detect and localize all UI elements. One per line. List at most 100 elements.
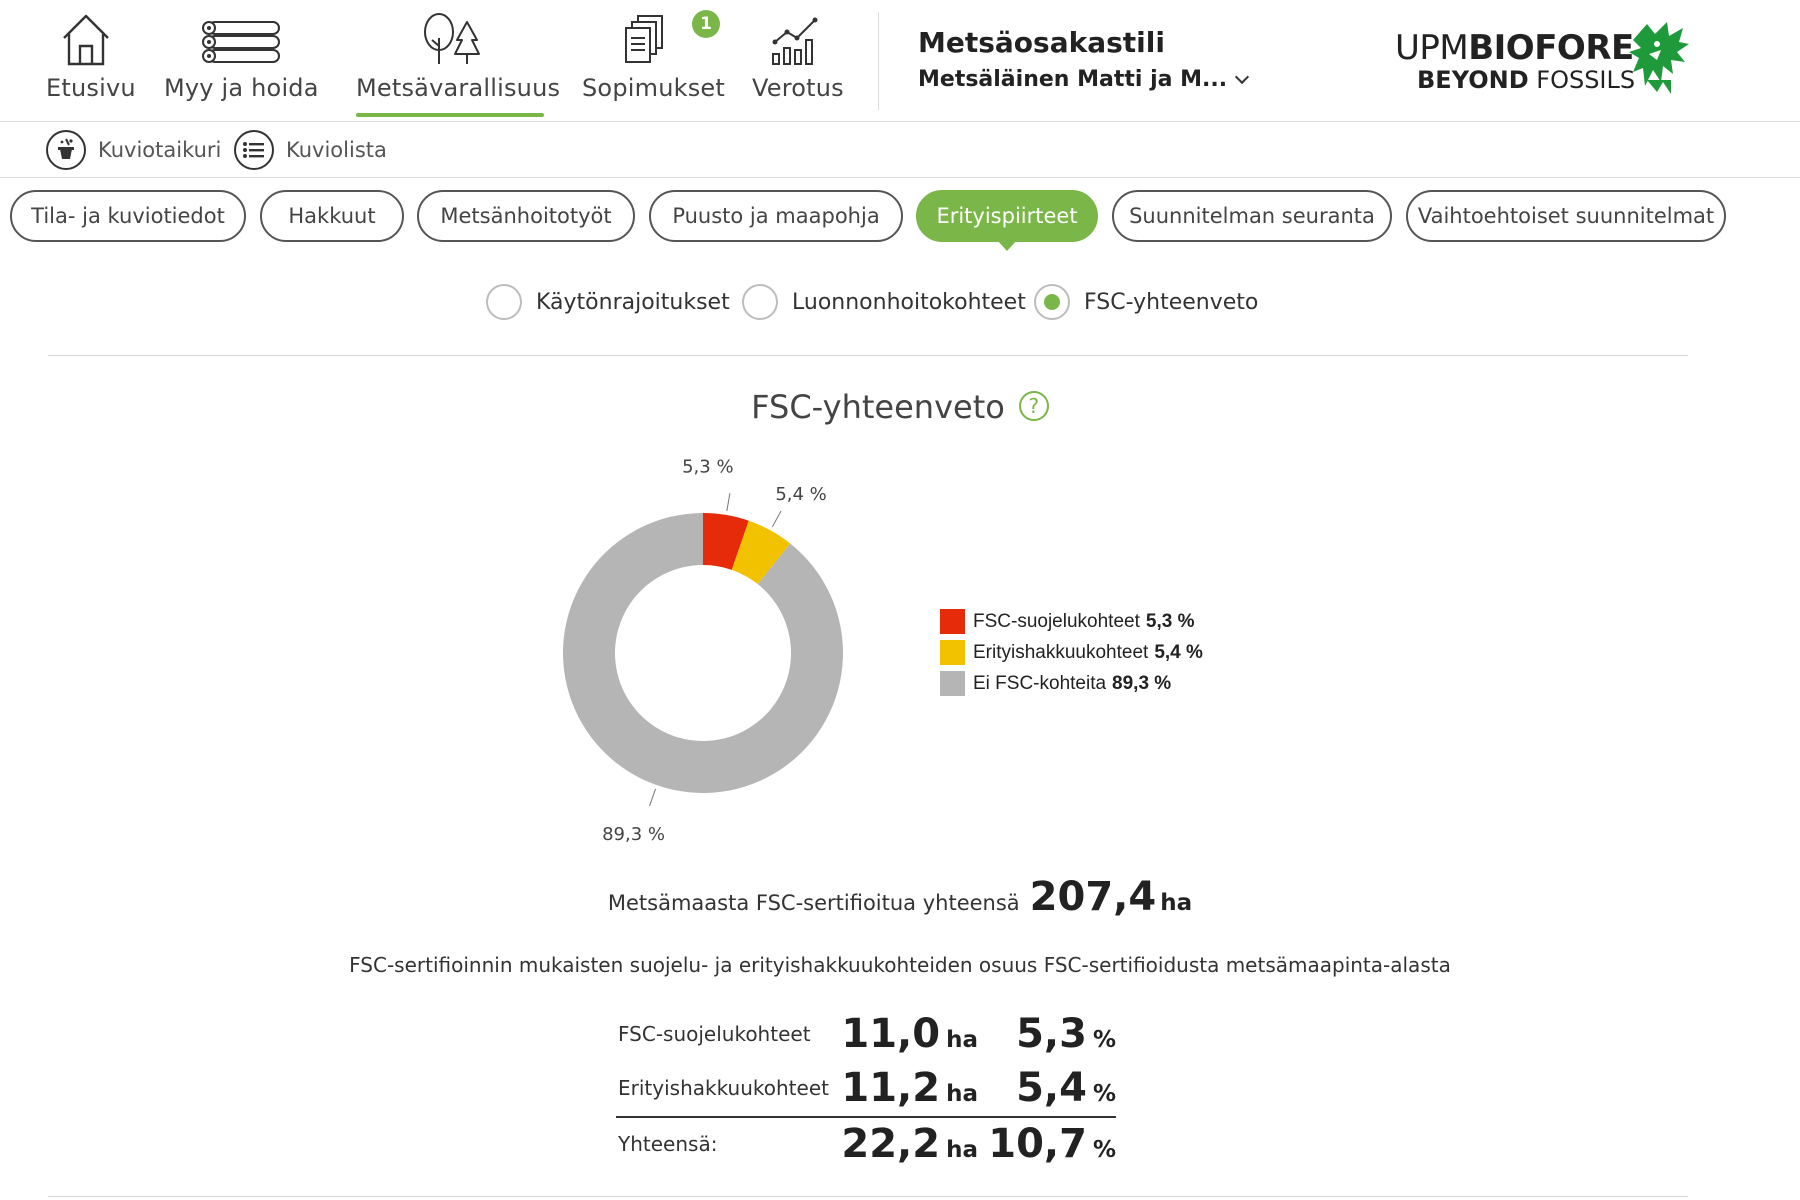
- fsc-donut-chart: 5,3 % 5,4 % 89,3 %: [563, 456, 843, 845]
- summary-row: FSC-suojelukohteet 11,0 ha 5,3%: [616, 1008, 1116, 1062]
- summary-row-percent: 5,4%: [1016, 1065, 1116, 1111]
- summary-total-percent: 10,7%: [988, 1121, 1116, 1167]
- account-name[interactable]: Metsäläinen Matti ja M...: [918, 67, 1250, 92]
- kuviotaikuri-button[interactable]: Kuviotaikuri: [46, 130, 221, 170]
- list-icon: [234, 130, 274, 170]
- summary-total-area: 22,2 ha: [841, 1121, 978, 1167]
- summary-row-label: FSC-suojelukohteet: [618, 1022, 811, 1046]
- radio-button[interactable]: [486, 284, 522, 320]
- nav-divider: [878, 12, 879, 110]
- summary-row-area: 11,0 ha: [841, 1011, 978, 1057]
- tools-bar: Kuviotaikuri Kuviolista: [0, 122, 1800, 178]
- tab-puusto-ja-maapohja[interactable]: Puusto ja maapohja: [649, 190, 903, 242]
- nav-label: Sopimukset: [582, 74, 725, 102]
- radio-label: FSC-yhteenveto: [1084, 289, 1259, 315]
- fsc-total-label: Metsämaasta FSC-sertifioitua yhteensä: [607, 891, 1020, 915]
- tab-erityispiirteet[interactable]: Erityispiirteet: [916, 190, 1098, 251]
- chevron-down-icon: [1235, 69, 1250, 85]
- nav-item-verotus[interactable]: Verotus: [752, 10, 844, 102]
- nav-label: Metsävarallisuus: [356, 74, 561, 102]
- legend-swatch-red: [940, 609, 965, 634]
- chart-legend: FSC-suojelukohteet 5,3 % Erityishakkuukoh…: [940, 606, 1203, 699]
- summary-row-percent: 5,3%: [1016, 1011, 1116, 1057]
- nav-item-etusivu[interactable]: Etusivu: [46, 10, 136, 102]
- summary-total-label: Yhteensä:: [618, 1132, 718, 1156]
- top-navigation: Etusivu Myy ja hoida Metsävarallisuus: [0, 0, 1800, 122]
- sub-item-label: Kuviotaikuri: [98, 138, 222, 162]
- radio-fsc-yhteenveto[interactable]: FSC-yhteenveto: [1034, 282, 1258, 322]
- fsc-total: Metsämaasta FSC-sertifioitua yhteensä 207…: [0, 874, 1800, 920]
- category-tabs: Tila- ja kuviotiedot Hakkuut Metsänhoito…: [0, 190, 1800, 251]
- tab-metsanhoitotyot[interactable]: Metsänhoitotyöt: [417, 190, 635, 242]
- account-title: Metsäosakastili: [918, 26, 1165, 59]
- legend-item: Erityishakkuukohteet 5,4 %: [940, 637, 1203, 668]
- nav-item-sopimukset[interactable]: 1 Sopimukset: [582, 10, 725, 102]
- view-selector: Käytönrajoitukset Luonnonhoitokohteet FS…: [0, 282, 1800, 322]
- legend-label: FSC-suojelukohteet: [973, 610, 1140, 632]
- documents-icon: [625, 15, 663, 63]
- donut-data-label: 5,4 %: [775, 484, 826, 505]
- legend-label: Ei FSC-kohteita: [973, 672, 1107, 694]
- account-name-text: Metsäläinen Matti ja M...: [918, 67, 1228, 92]
- summary-table: FSC-suojelukohteet 11,0 ha 5,3% Erityisha…: [616, 1008, 1116, 1172]
- section-title: FSC-yhteenveto?: [0, 388, 1800, 426]
- tab-vaihtoehtoiset-suunnitelmat[interactable]: Vaihtoehtoiset suunnitelmat: [1406, 190, 1726, 242]
- radio-button[interactable]: [742, 284, 778, 320]
- active-nav-underline: [356, 113, 544, 117]
- donut-data-label: 5,3 %: [682, 456, 733, 477]
- kuviolista-button[interactable]: Kuviolista: [234, 130, 387, 170]
- legend-value: 5,3 %: [1145, 610, 1195, 632]
- tab-suunnitelman-seuranta[interactable]: Suunnitelman seuranta: [1112, 190, 1392, 242]
- help-icon[interactable]: ?: [1018, 391, 1049, 421]
- griffin-icon: [1629, 22, 1689, 94]
- upm-biofore-logo: UPMBIOFORE BEYOND FOSSILS: [1395, 20, 1695, 100]
- data-label-leader: [771, 510, 782, 528]
- summary-row-label: Erityishakkuukohteet: [618, 1076, 829, 1100]
- notification-badge: 1: [692, 10, 720, 38]
- trees-icon: [424, 13, 480, 64]
- radio-kaytonrajoitukset[interactable]: Käytönrajoitukset: [486, 282, 730, 322]
- radio-label: Luonnonhoitokohteet: [792, 289, 1026, 315]
- summary-row-area: 11,2 ha: [841, 1065, 978, 1111]
- summary-row: Erityishakkuukohteet 11,2 ha 5,4%: [616, 1062, 1116, 1116]
- legend-swatch-grey: [940, 671, 965, 696]
- logo-wordmark-bottom: BEYOND FOSSILS: [1417, 66, 1636, 94]
- logo-wordmark-top: UPMBIOFORE: [1395, 28, 1634, 68]
- logs-icon: [202, 21, 280, 63]
- account-switcher[interactable]: Metsäosakastili Metsäläinen Matti ja M..…: [918, 26, 1250, 92]
- legend-label: Erityishakkuukohteet: [973, 641, 1149, 663]
- donut-slice-1[interactable]: [731, 520, 791, 585]
- home-icon: [63, 14, 109, 66]
- tab-tila-ja-kuviotiedot[interactable]: Tila- ja kuviotiedot: [10, 190, 246, 242]
- fsc-total-value: 207,4: [1029, 874, 1157, 920]
- summary-rule: [616, 1116, 1116, 1118]
- fsc-total-unit: ha: [1160, 890, 1193, 916]
- radio-label: Käytönrajoitukset: [536, 289, 730, 315]
- data-label-leader: [649, 788, 656, 807]
- nav-item-myy-ja-hoida[interactable]: Myy ja hoida: [164, 10, 319, 102]
- donut-data-label: 89,3 %: [602, 824, 665, 845]
- nav-item-metsavarallisuus[interactable]: Metsävarallisuus: [356, 10, 561, 117]
- chart-icon: [772, 17, 818, 65]
- donut-slice-2[interactable]: [563, 513, 843, 793]
- legend-item: Ei FSC-kohteita 89,3 %: [940, 668, 1203, 699]
- data-label-leader: [726, 493, 731, 512]
- donut-slice-0[interactable]: [703, 513, 749, 570]
- summary-total-row: Yhteensä: 22,2 ha 10,7%: [616, 1118, 1116, 1172]
- legend-value: 89,3 %: [1112, 672, 1172, 694]
- tab-hakkuut[interactable]: Hakkuut: [260, 190, 404, 242]
- nav-label: Myy ja hoida: [164, 74, 319, 102]
- legend-item: FSC-suojelukohteet 5,3 %: [940, 606, 1203, 637]
- divider: [48, 1196, 1688, 1197]
- magic-hat-icon: [46, 130, 86, 170]
- radio-dot: [1044, 294, 1060, 310]
- summary-description: FSC-sertifioinnin mukaisten suojelu- ja …: [349, 953, 1451, 977]
- nav-label: Etusivu: [46, 74, 136, 102]
- legend-value: 5,4 %: [1154, 641, 1203, 663]
- radio-button-selected[interactable]: [1034, 284, 1070, 320]
- legend-swatch-yellow: [940, 640, 965, 665]
- divider: [48, 355, 1688, 356]
- section-title-text: FSC-yhteenveto: [751, 388, 1005, 426]
- radio-luonnonhoitokohteet[interactable]: Luonnonhoitokohteet: [742, 282, 1026, 322]
- sub-item-label: Kuviolista: [286, 138, 387, 162]
